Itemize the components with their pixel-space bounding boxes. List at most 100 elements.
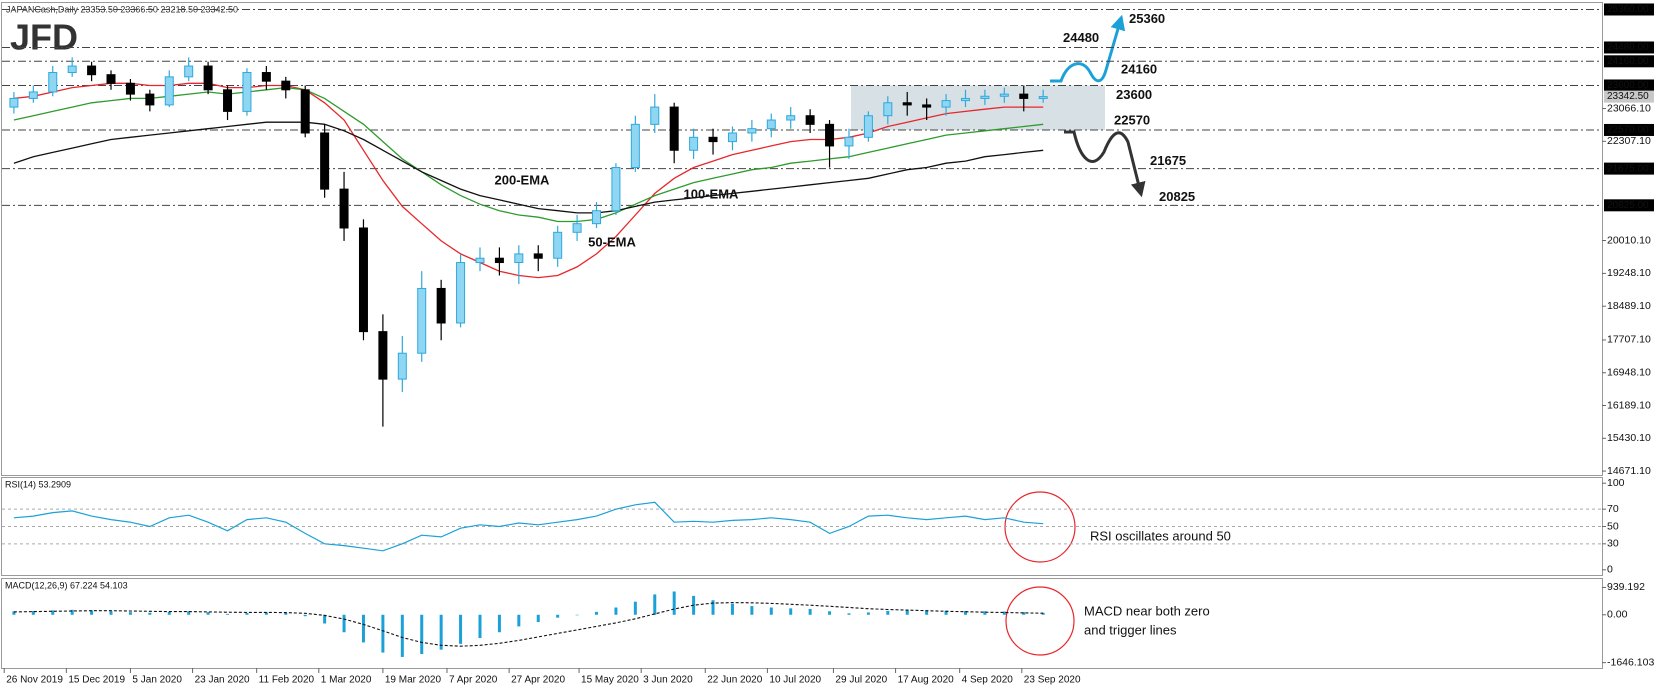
- y-tick-label: 16948.10: [1607, 367, 1651, 379]
- x-tick-label: 23 Jan 2020: [195, 675, 250, 686]
- candle-body: [9, 97, 19, 108]
- macd-bar: [400, 614, 404, 657]
- macd-bar: [1022, 612, 1026, 615]
- macd-bar: [828, 611, 832, 615]
- candle-body: [87, 65, 97, 76]
- y-tick-label: 100: [1607, 477, 1625, 489]
- candle-body: [592, 210, 602, 225]
- panel-title: MACD(12,26,9) 67.224 54.103: [5, 580, 128, 590]
- ema-line: [13, 86, 1044, 223]
- ema-label: 200-EMA: [495, 172, 551, 187]
- macd-bar: [711, 600, 715, 615]
- candle-body: [786, 115, 796, 121]
- macd-bar: [206, 612, 210, 615]
- x-tick-label: 15 May 2020: [581, 675, 639, 686]
- macd-bar: [342, 614, 346, 633]
- macd-bar: [808, 608, 812, 615]
- candle-body: [475, 257, 485, 264]
- level-annotation: 21675: [1150, 153, 1186, 168]
- level-annotation: 24160: [1121, 62, 1157, 77]
- macd-bar: [536, 614, 540, 623]
- candle-body: [630, 123, 640, 169]
- signal-line: [13, 602, 1044, 647]
- macd-bar: [886, 610, 890, 615]
- level-axis-label: 24480.00: [1607, 42, 1649, 53]
- y-tick-label: 16189.10: [1607, 399, 1651, 411]
- candle-body: [417, 287, 427, 354]
- level-axis-box: [1604, 199, 1654, 212]
- candle-body: [708, 136, 718, 143]
- macd-bar: [750, 606, 754, 615]
- y-tick-label: 20010.10: [1607, 234, 1651, 246]
- macd-bar: [167, 611, 171, 615]
- macd-bar: [264, 612, 268, 615]
- macd-bar: [556, 614, 560, 618]
- level-annotation: 23600: [1116, 87, 1152, 102]
- macd-bar: [148, 612, 152, 615]
- logo: JFD: [10, 17, 78, 58]
- y-tick-label: 15430.10: [1607, 432, 1651, 444]
- candle-body: [261, 72, 271, 82]
- ema-label: 100-EMA: [684, 186, 740, 201]
- x-tick-label: 29 Jul 2020: [835, 675, 887, 686]
- macd-highlight-circle: [1005, 586, 1075, 656]
- x-tick-label: 3 Jun 2020: [643, 675, 693, 686]
- macd-bar: [109, 611, 113, 615]
- x-tick-label: 1 Mar 2020: [321, 675, 372, 686]
- level-annotation: 20825: [1159, 189, 1195, 204]
- last-price-box: [1604, 90, 1654, 103]
- y-tick-label: 70: [1607, 503, 1619, 515]
- macd-bar: [1041, 612, 1045, 615]
- macd-bar: [478, 614, 482, 639]
- macd-bar: [963, 610, 967, 615]
- candle-body: [67, 65, 77, 74]
- macd-bar: [128, 612, 132, 615]
- macd-bar: [31, 610, 35, 615]
- candle-body: [1038, 96, 1048, 99]
- macd-bar: [595, 611, 599, 615]
- level-axis-box: [1604, 79, 1654, 92]
- macd-bar: [90, 610, 94, 615]
- level-axis-label: 20825.00: [1607, 200, 1649, 211]
- x-tick-label: 22 Jun 2020: [707, 675, 762, 686]
- candle-body: [611, 167, 621, 212]
- x-tick-label: 10 Jul 2020: [769, 675, 821, 686]
- level-axis-box: [1604, 55, 1654, 68]
- macd-bar: [381, 614, 385, 653]
- level-axis-label: 24160.00: [1607, 56, 1649, 67]
- candle-body: [456, 262, 466, 324]
- candle-body: [106, 74, 116, 84]
- macd-bar: [51, 610, 55, 615]
- macd-panel: [1, 578, 1603, 669]
- macd-bar: [983, 611, 987, 615]
- x-tick-label: 26 Nov 2019: [6, 675, 63, 686]
- candle-body: [339, 188, 349, 229]
- candle-body: [184, 65, 194, 78]
- macd-bar: [517, 614, 521, 627]
- x-tick-label: 19 Mar 2020: [385, 675, 442, 686]
- annotation-note: RSI oscillates around 50: [1090, 528, 1231, 543]
- y-tick-label: 0.00: [1607, 609, 1628, 621]
- macd-bar: [323, 614, 327, 624]
- macd-bar: [905, 610, 909, 615]
- candle-body: [358, 227, 368, 333]
- candle-body: [164, 76, 174, 106]
- symbol-header: JAPANCash,Daily 23353.50 23366.50 23218.…: [6, 4, 238, 14]
- level-annotation: 24480: [1063, 30, 1099, 45]
- y-tick-label: 18489.10: [1607, 300, 1651, 312]
- candle-body: [223, 89, 233, 112]
- bearish-scenario-arrow: [1064, 130, 1146, 198]
- candle-body: [863, 115, 873, 138]
- y-tick-label: 0: [1607, 564, 1613, 576]
- annotation-note: and trigger lines: [1084, 622, 1177, 637]
- last-price-label: 23342.50: [1607, 91, 1649, 102]
- y-tick-label: 14671.10: [1607, 465, 1651, 477]
- y-tick-label: -1646.103: [1607, 656, 1654, 668]
- candle-body: [999, 93, 1009, 97]
- candle-body: [960, 97, 970, 102]
- macd-bar: [730, 603, 734, 615]
- macd-bar: [944, 610, 948, 615]
- macd-bar: [672, 591, 676, 615]
